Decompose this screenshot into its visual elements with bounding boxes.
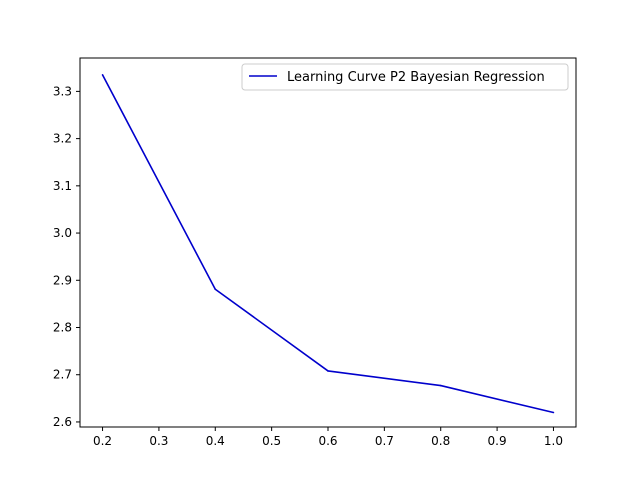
y-tick-label: 3.2: [53, 132, 72, 146]
x-tick-label: 0.6: [318, 434, 337, 448]
x-tick-label: 0.3: [149, 434, 168, 448]
y-tick-label: 2.7: [53, 368, 72, 382]
data-point: [101, 74, 104, 76]
x-tick-label: 0.8: [431, 434, 450, 448]
x-axis: 0.2 0.3 0.4 0.5 0.6 0.7 0.8 0.9 1.0: [93, 427, 563, 448]
data-point: [552, 411, 555, 414]
x-tick-label: 1.0: [544, 434, 563, 448]
data-point: [439, 384, 442, 387]
data-point: [327, 370, 329, 372]
y-tick-label: 2.9: [53, 273, 72, 287]
data-point: [214, 288, 217, 291]
y-axis: 2.6 2.7 2.8 2.9 3.0 3.1 3.2 3.3: [53, 84, 80, 429]
x-tick-label: 0.7: [375, 434, 394, 448]
y-tick-label: 3.3: [53, 84, 72, 98]
y-tick-label: 3.0: [53, 226, 72, 240]
y-tick-label: 3.1: [53, 179, 72, 193]
series-layer: [101, 74, 555, 414]
plot-frame: [79, 57, 577, 428]
x-tick-label: 0.2: [93, 434, 112, 448]
y-tick-label: 2.8: [53, 321, 72, 335]
x-tick-label: 0.9: [488, 434, 507, 448]
x-tick-label: 0.4: [206, 434, 225, 448]
legend: Learning Curve P2 Bayesian Regression: [241, 63, 569, 91]
legend-label: Learning Curve P2 Bayesian Regression: [287, 70, 545, 85]
legend-box: [241, 63, 569, 91]
y-tick-label: 2.6: [53, 415, 72, 429]
x-tick-label: 0.5: [262, 434, 281, 448]
